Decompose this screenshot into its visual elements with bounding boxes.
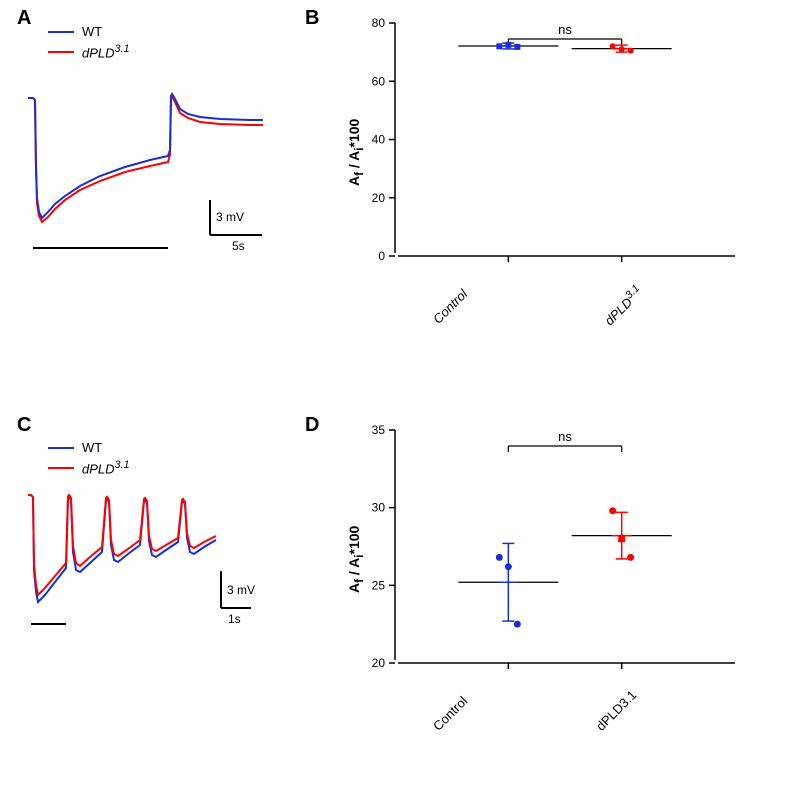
chart-b-ylabel: Af / Ai*100: [346, 119, 366, 186]
svg-text:30: 30: [372, 501, 386, 515]
scalebar-a: 3 mV 5s: [210, 200, 262, 253]
svg-text:80: 80: [372, 16, 386, 30]
svg-text:0: 0: [378, 249, 385, 263]
chart-d-ylabel: Af / Ai*100: [346, 526, 366, 593]
trace-a-wt: [28, 94, 263, 218]
svg-text:40: 40: [372, 133, 386, 147]
scalebar-a-x: 5s: [232, 239, 245, 253]
svg-text:25: 25: [372, 578, 386, 592]
svg-text:35: 35: [372, 423, 386, 437]
svg-text:ns: ns: [558, 429, 572, 444]
scalebar-c-x: 1s: [228, 612, 241, 626]
scalebar-a-y: 3 mV: [216, 210, 244, 224]
chart-d: 20 25 30 35 ns: [372, 423, 735, 670]
svg-text:60: 60: [372, 74, 386, 88]
svg-text:ns: ns: [558, 22, 572, 37]
svg-text:20: 20: [372, 656, 386, 670]
scalebar-c: 3 mV 1s: [221, 571, 255, 626]
svg-text:20: 20: [372, 191, 386, 205]
trace-c-wt: [28, 495, 216, 602]
trace-a-mut: [28, 96, 263, 222]
chart-b: 0 20 40 60 80 ns: [372, 16, 735, 263]
scalebar-c-y: 3 mV: [227, 583, 255, 597]
figure-canvas: 3 mV 5s 3 mV 1s 0 20 40 60 80 ns 20 25 30 35 ns: [0, 0, 796, 798]
